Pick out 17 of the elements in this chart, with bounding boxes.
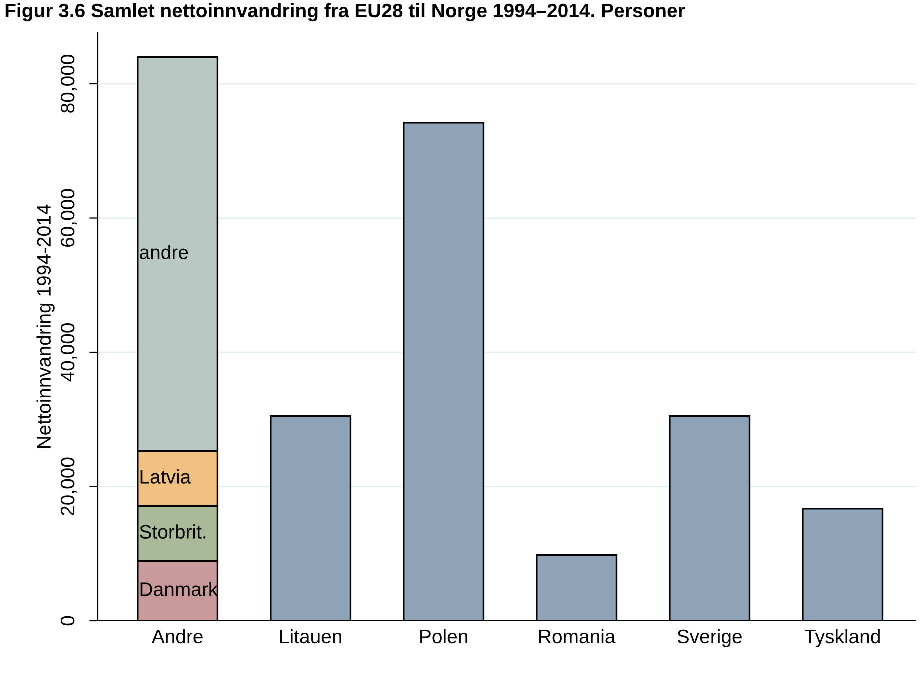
x-tick-label: Romania [540, 629, 616, 644]
y-tick-label: 60,000 [60, 189, 78, 248]
x-tick-label: Litauen [280, 629, 342, 644]
x-tick-label: Sverige [678, 629, 742, 648]
y-tick-label: 80,000 [60, 55, 78, 113]
series-label: Storbrit. [140, 524, 206, 539]
x-tick-label: Tyskland [804, 629, 880, 648]
chart-title: Figur 3.6 Samlet nettoinnvandring fra EU28 til Norge 1994–2014. Personer [6, 3, 686, 22]
series-label: Latvia [140, 470, 192, 484]
y-tick-label: 0 [60, 616, 75, 626]
y-axis-title: Nettoinnvandring 1994-2014 [36, 204, 55, 448]
series-label: andre [140, 245, 188, 260]
y-tick-label: 40,000 [60, 324, 78, 382]
x-tick-label: Polen [420, 629, 468, 644]
y-tick-label: 20,000 [60, 458, 78, 516]
series-label: Danmark [140, 582, 218, 596]
x-tick-label: Andre [152, 629, 203, 644]
